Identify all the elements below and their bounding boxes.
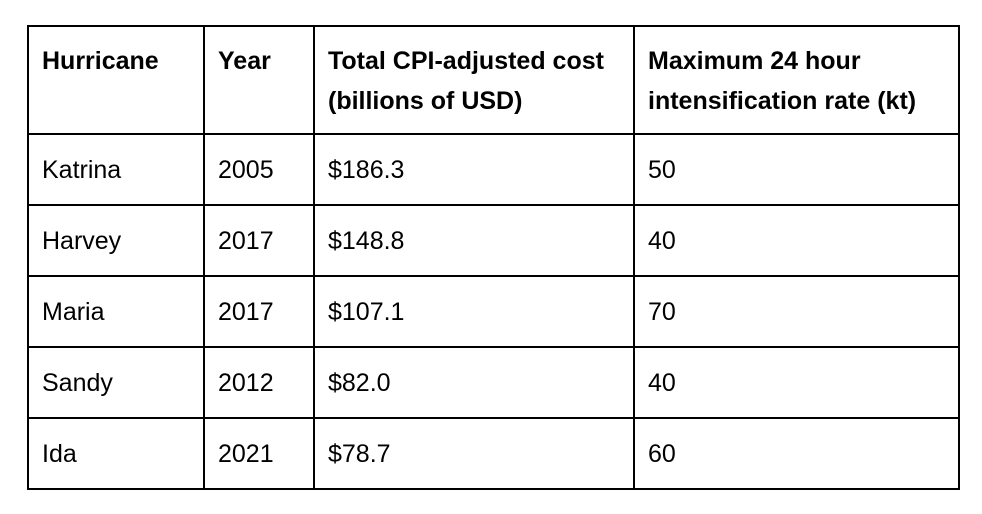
cell-hurricane: Maria [27, 275, 205, 348]
cell-cost: $107.1 [313, 275, 635, 348]
table-row-katrina: Katrina 2005 $186.3 50 [27, 133, 960, 206]
cell-year: 2017 [203, 204, 315, 277]
header-total-cpi-adjusted-cost: Total CPI-adjusted cost (billions of USD… [313, 25, 635, 135]
cell-rate: 70 [633, 275, 960, 348]
cell-hurricane: Harvey [27, 204, 205, 277]
header-hurricane: Hurricane [27, 25, 205, 135]
cell-cost: $82.0 [313, 346, 635, 419]
table-row-sandy: Sandy 2012 $82.0 40 [27, 346, 960, 419]
cell-cost: $186.3 [313, 133, 635, 206]
cell-rate: 50 [633, 133, 960, 206]
cell-year: 2005 [203, 133, 315, 206]
cell-rate: 60 [633, 417, 960, 490]
cell-year: 2012 [203, 346, 315, 419]
cell-year: 2017 [203, 275, 315, 348]
hurricane-data-table: Hurricane Year Total CPI-adjusted cost (… [27, 25, 960, 490]
table-row-ida: Ida 2021 $78.7 60 [27, 417, 960, 490]
cell-year: 2021 [203, 417, 315, 490]
cell-hurricane: Katrina [27, 133, 205, 206]
header-year: Year [203, 25, 315, 135]
cell-rate: 40 [633, 346, 960, 419]
table-row-maria: Maria 2017 $107.1 70 [27, 275, 960, 348]
cell-rate: 40 [633, 204, 960, 277]
table-header-row: Hurricane Year Total CPI-adjusted cost (… [27, 25, 960, 135]
cell-cost: $148.8 [313, 204, 635, 277]
cell-hurricane: Ida [27, 417, 205, 490]
table-row-harvey: Harvey 2017 $148.8 40 [27, 204, 960, 277]
header-max-intensification-rate: Maximum 24 hour intensification rate (kt… [633, 25, 960, 135]
cell-hurricane: Sandy [27, 346, 205, 419]
cell-cost: $78.7 [313, 417, 635, 490]
